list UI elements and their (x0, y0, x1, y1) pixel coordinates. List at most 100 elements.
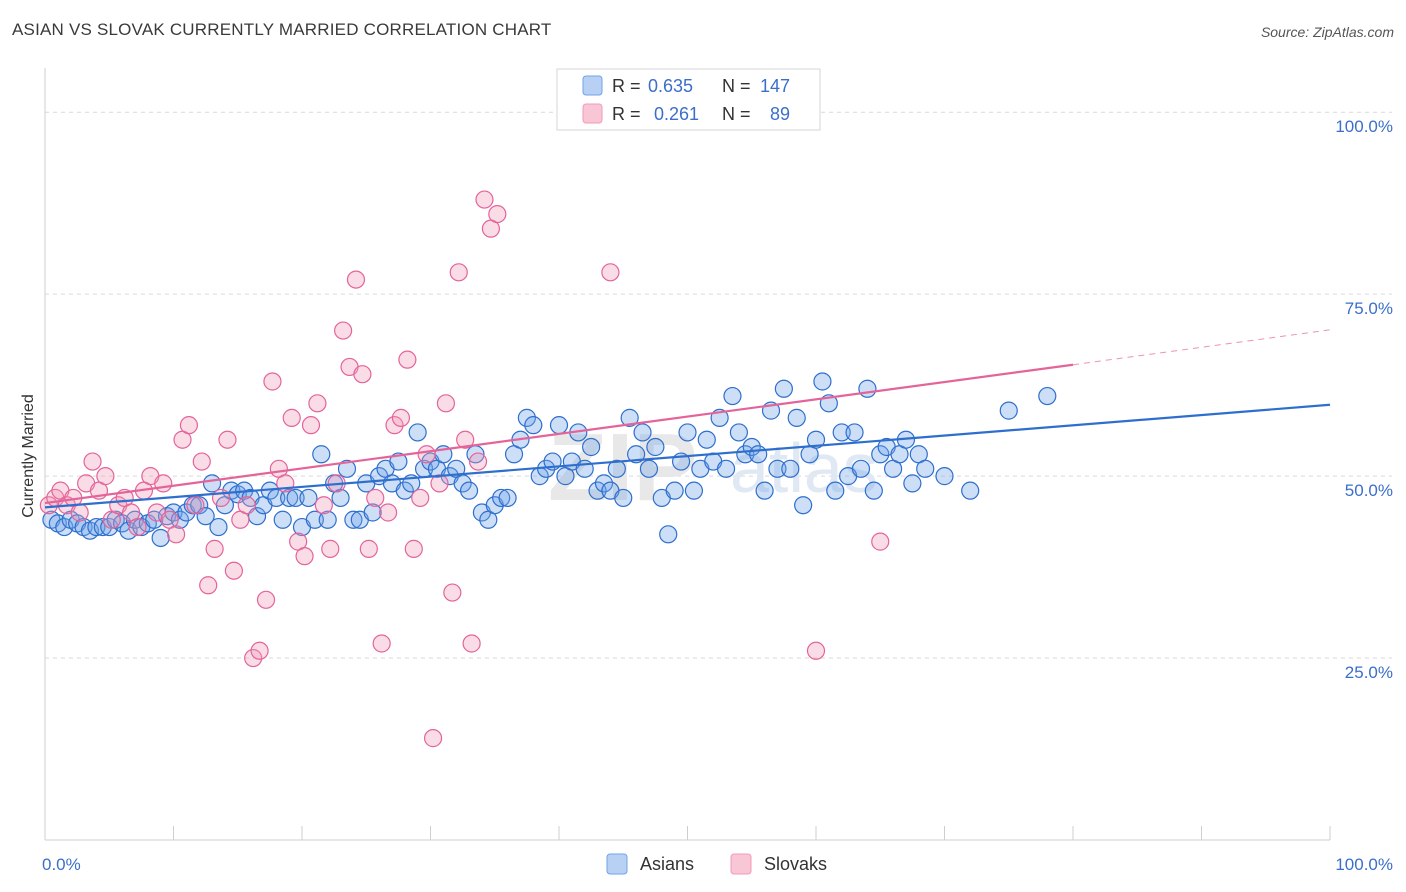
asian-point-37 (280, 488, 299, 508)
slovak-point-44 (321, 539, 340, 558)
asian-point-139 (999, 401, 1018, 420)
asian-point-116 (787, 408, 806, 427)
trend-lines (44, 329, 1331, 509)
asian-point-100 (684, 481, 704, 500)
asian-point-38 (286, 488, 305, 508)
trend-line-slovaks-extension (1072, 329, 1331, 366)
asian-point-96 (659, 525, 678, 544)
asian-point-17 (151, 528, 170, 548)
slovak-point-35 (263, 372, 282, 391)
legend-slovaks-n-label: N = (722, 104, 751, 124)
slovak-point-55 (391, 408, 411, 427)
asian-point-108 (736, 445, 755, 464)
slovak-point-41 (301, 416, 321, 435)
slovak-point-49 (353, 365, 372, 384)
slovak-point-9 (96, 467, 115, 486)
legend-bottom-swatch-asians (606, 853, 628, 875)
chart-title: ASIAN VS SLOVAK CURRENTLY MARRIED CORREL… (12, 20, 552, 39)
slovak-point-52 (372, 634, 391, 653)
slovak-point-66 (462, 634, 481, 653)
asian-point-106 (723, 386, 742, 406)
asian-point-113 (768, 459, 787, 478)
legend-top: R = 0.635 N = 147 R = 0.261 N = 89 (556, 68, 821, 131)
asian-point-7 (87, 517, 106, 537)
asian-point-97 (665, 481, 684, 500)
asian-point-25 (202, 474, 222, 493)
legend-slovaks-r-label: R = (612, 104, 641, 124)
asian-point-94 (646, 437, 665, 457)
asian-point-136 (916, 459, 935, 478)
asian-point-91 (626, 445, 646, 464)
slovak-point-7 (83, 452, 102, 471)
slovak-point-31 (237, 496, 256, 515)
asian-point-92 (633, 423, 652, 442)
legend-asians-r-label: R = (612, 76, 641, 96)
asian-point-74 (517, 408, 536, 427)
asian-point-50 (363, 503, 382, 522)
slovak-point-56 (398, 350, 417, 369)
slovak-point-20 (166, 525, 186, 544)
asian-point-71 (498, 488, 517, 508)
slovak-point-33 (250, 641, 269, 660)
slovak-point-34 (256, 590, 276, 609)
legend-bottom: Asians Slovaks (606, 853, 827, 875)
x-tick-label-left: 0.0% (42, 855, 81, 874)
asian-point-45 (331, 488, 350, 508)
asian-point-125 (845, 423, 864, 442)
slovak-point-5 (70, 503, 89, 522)
slovak-point-62 (436, 394, 456, 413)
asian-point-65 (459, 481, 479, 500)
slovak-point-59 (417, 445, 436, 464)
asian-point-85 (588, 481, 607, 500)
legend-slovaks-n-value: 89 (770, 104, 790, 124)
slovak-point-26 (205, 539, 224, 558)
asian-point-79 (549, 416, 569, 435)
slovak-point-63 (443, 583, 462, 602)
asian-point-43 (318, 510, 337, 529)
asian-point-70 (492, 488, 511, 508)
slovak-point-18 (154, 474, 173, 493)
legend-bottom-asians: Asians (640, 854, 694, 874)
slovak-point-51 (366, 488, 385, 508)
asian-point-90 (620, 408, 639, 427)
slovak-point-28 (218, 430, 237, 449)
asian-point-115 (781, 459, 800, 478)
asian-point-126 (851, 459, 871, 478)
slovak-point-29 (224, 561, 243, 580)
asian-point-105 (716, 459, 736, 478)
legend-asians-n-value: 147 (760, 76, 790, 96)
slovak-point-68 (475, 190, 494, 209)
legend-slovaks-r-value: 0.261 (654, 104, 699, 124)
slovak-point-73 (871, 532, 890, 551)
slovak-point-53 (378, 503, 398, 522)
asian-point-54 (389, 452, 408, 471)
asian-point-122 (826, 481, 845, 500)
asian-point-102 (697, 430, 716, 449)
asian-point-84 (582, 437, 601, 457)
asian-point-110 (749, 445, 768, 464)
asian-point-42 (312, 445, 331, 464)
asian-point-107 (729, 423, 749, 442)
slovak-point-22 (179, 416, 199, 435)
asian-point-134 (903, 474, 922, 493)
slovak-point-48 (346, 270, 366, 289)
asian-point-47 (344, 510, 363, 529)
asian-point-129 (871, 445, 890, 464)
asian-point-128 (864, 481, 883, 500)
slovak-point-23 (186, 496, 205, 515)
asian-point-93 (639, 459, 659, 478)
y-tick-label-2: 50.0% (1345, 481, 1393, 500)
trend-line-asians (44, 403, 1331, 509)
asian-point-57 (408, 423, 427, 442)
legend-swatch-slovaks (582, 103, 603, 124)
y-tick-labels: 100.0% 75.0% 50.0% 25.0% (1335, 117, 1393, 682)
legend-asians-n-label: N = (722, 76, 751, 96)
asian-point-119 (806, 430, 826, 449)
asian-point-127 (858, 379, 877, 398)
trend-line-slovaks (44, 363, 1074, 505)
asian-point-140 (1038, 386, 1057, 406)
slovak-point-57 (404, 539, 423, 558)
asian-point-55 (395, 481, 414, 500)
asian-point-41 (305, 510, 324, 529)
slovak-point-50 (359, 539, 378, 558)
